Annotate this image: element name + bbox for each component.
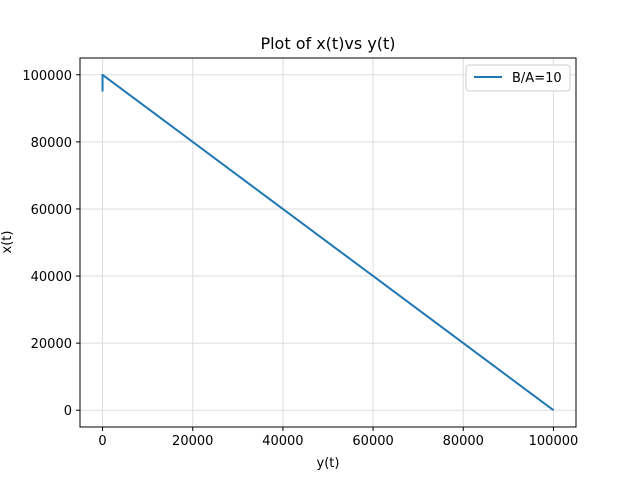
y-tick-label: 0 [64, 404, 72, 419]
chart-title: Plot of x(t)vs y(t) [260, 34, 395, 53]
axes-frame [79, 57, 577, 428]
legend-label: B/A=10 [512, 71, 562, 86]
x-tick-label: 0 [98, 434, 106, 449]
y-tick-label: 60000 [31, 203, 72, 218]
x-tick-label: 40000 [262, 434, 303, 449]
x-tick-label: 60000 [352, 434, 393, 449]
y-tick-label: 100000 [22, 69, 72, 84]
y-axis-ticks: 0 20000 40000 60000 80000 100000 [22, 69, 80, 419]
grid-lines [80, 58, 576, 427]
x-tick-label: 20000 [172, 434, 213, 449]
x-axis-label: y(t) [317, 456, 340, 471]
y-tick-label: 40000 [31, 270, 72, 285]
series-lines [101, 73, 555, 412]
x-tick-label: 80000 [443, 434, 484, 449]
x-tick-label: 100000 [529, 434, 579, 449]
y-axis-label: x(t) [0, 231, 15, 254]
legend-box [465, 64, 571, 92]
series-line [101, 73, 555, 412]
y-tick-label: 80000 [31, 136, 72, 151]
y-tick-label: 20000 [31, 337, 72, 352]
legend: B/A=10 [465, 64, 571, 92]
x-axis-ticks: 0 20000 40000 60000 80000 100000 [98, 427, 578, 449]
